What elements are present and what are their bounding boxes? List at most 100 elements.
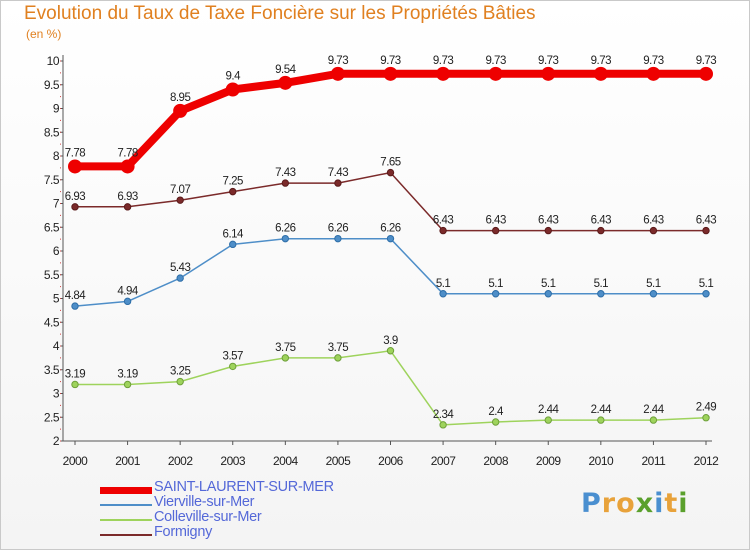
data-point xyxy=(544,290,552,298)
data-point xyxy=(120,159,135,174)
data-point xyxy=(439,290,447,298)
data-point xyxy=(229,362,237,371)
y-tick-label: 9 xyxy=(53,102,60,116)
data-label: 6.43 xyxy=(538,215,558,227)
data-point xyxy=(176,274,184,282)
data-label: 3.25 xyxy=(170,366,190,378)
data-label: 2.34 xyxy=(433,409,454,421)
data-label: 7.25 xyxy=(223,176,243,188)
data-label: 7.07 xyxy=(170,184,190,196)
data-label: 6.93 xyxy=(117,191,137,203)
data-label: 6.26 xyxy=(328,223,348,235)
data-point xyxy=(491,226,500,235)
data-label: 2.44 xyxy=(643,404,664,416)
y-tick-label: 7.5 xyxy=(44,173,60,187)
data-label: 3.9 xyxy=(383,335,398,347)
x-tick-label: 2007 xyxy=(431,454,457,468)
data-label: 9.4 xyxy=(226,71,242,83)
data-label: 9.73 xyxy=(380,55,400,67)
x-tick-label: 2011 xyxy=(642,454,667,468)
legend-swatch xyxy=(100,504,152,506)
data-label: 9.73 xyxy=(643,55,663,67)
data-point xyxy=(71,203,79,211)
logo-letter: r xyxy=(601,488,617,519)
data-label: 3.19 xyxy=(117,368,137,380)
data-point xyxy=(123,203,132,211)
data-point xyxy=(334,354,342,362)
data-point xyxy=(702,414,710,422)
y-tick-label: 4.5 xyxy=(44,315,60,329)
data-label: 6.26 xyxy=(380,223,400,235)
y-tick-label: 8.5 xyxy=(44,125,60,139)
data-point xyxy=(386,347,395,355)
data-label: 2.44 xyxy=(538,404,559,416)
data-point xyxy=(646,66,661,81)
legend-swatch xyxy=(100,534,152,536)
y-tick-label: 6.5 xyxy=(44,220,60,234)
data-point xyxy=(386,234,395,243)
data-point xyxy=(488,66,503,81)
data-point xyxy=(544,226,552,235)
data-point xyxy=(436,66,451,81)
data-label: 6.43 xyxy=(433,215,453,227)
y-tick-label: 2 xyxy=(53,434,60,448)
data-label: 9.54 xyxy=(275,64,296,76)
data-label: 8.95 xyxy=(170,92,190,104)
x-tick-label: 2005 xyxy=(326,454,352,468)
data-point xyxy=(597,416,605,424)
data-label: 2.4 xyxy=(488,406,504,418)
data-point xyxy=(702,226,710,235)
data-point xyxy=(123,380,132,389)
x-tick-label: 2003 xyxy=(220,454,246,468)
data-point xyxy=(229,240,237,249)
logo-letter: o xyxy=(616,488,636,519)
y-tick-label: 5 xyxy=(53,292,60,306)
data-label: 9.73 xyxy=(696,55,716,67)
data-point xyxy=(229,187,237,196)
data-label: 2.44 xyxy=(591,404,612,416)
unit-label: (en %) xyxy=(26,27,62,41)
legend-swatch xyxy=(100,487,152,494)
data-point xyxy=(383,66,398,81)
x-tick-label: 2006 xyxy=(378,454,404,468)
data-point xyxy=(334,179,342,187)
data-label: 5.1 xyxy=(699,278,714,290)
data-point xyxy=(699,66,713,81)
series-line xyxy=(71,69,710,171)
data-point xyxy=(649,226,658,235)
data-point xyxy=(541,66,556,81)
data-point xyxy=(593,66,608,81)
data-label: 6.43 xyxy=(485,215,505,227)
data-point xyxy=(439,421,447,429)
data-label: 5.43 xyxy=(170,262,190,274)
data-label: 3.75 xyxy=(275,342,295,354)
proxiti-logo: Proxiti xyxy=(581,488,689,519)
legend-label: Colleville-sur-Mer xyxy=(154,509,262,525)
legend-label: Formigny xyxy=(154,524,213,540)
data-label: 7.65 xyxy=(380,157,400,169)
data-point xyxy=(176,377,184,386)
data-label: 6.26 xyxy=(275,223,295,235)
logo-letter: i xyxy=(654,488,665,519)
x-tick-label: 2000 xyxy=(63,454,89,468)
y-tick-label: 3 xyxy=(53,387,60,401)
data-label: 9.73 xyxy=(591,55,611,67)
logo-letter: i xyxy=(678,488,689,519)
data-point xyxy=(386,168,395,177)
y-tick-label: 10 xyxy=(47,54,60,68)
data-label: 9.73 xyxy=(538,55,558,67)
data-point xyxy=(334,234,342,243)
data-label: 9.73 xyxy=(328,55,348,67)
data-point xyxy=(491,418,500,426)
legend-label: SAINT-LAURENT-SUR-MER xyxy=(154,479,334,495)
x-tick-label: 2009 xyxy=(536,454,562,468)
data-label: 9.73 xyxy=(433,55,453,67)
logo-letter: x xyxy=(635,488,655,519)
data-label: 6.43 xyxy=(696,215,716,227)
data-label: 5.1 xyxy=(594,278,609,290)
data-point xyxy=(71,302,79,310)
data-point xyxy=(330,66,345,81)
data-point xyxy=(281,234,290,243)
legend-swatch xyxy=(100,519,152,521)
